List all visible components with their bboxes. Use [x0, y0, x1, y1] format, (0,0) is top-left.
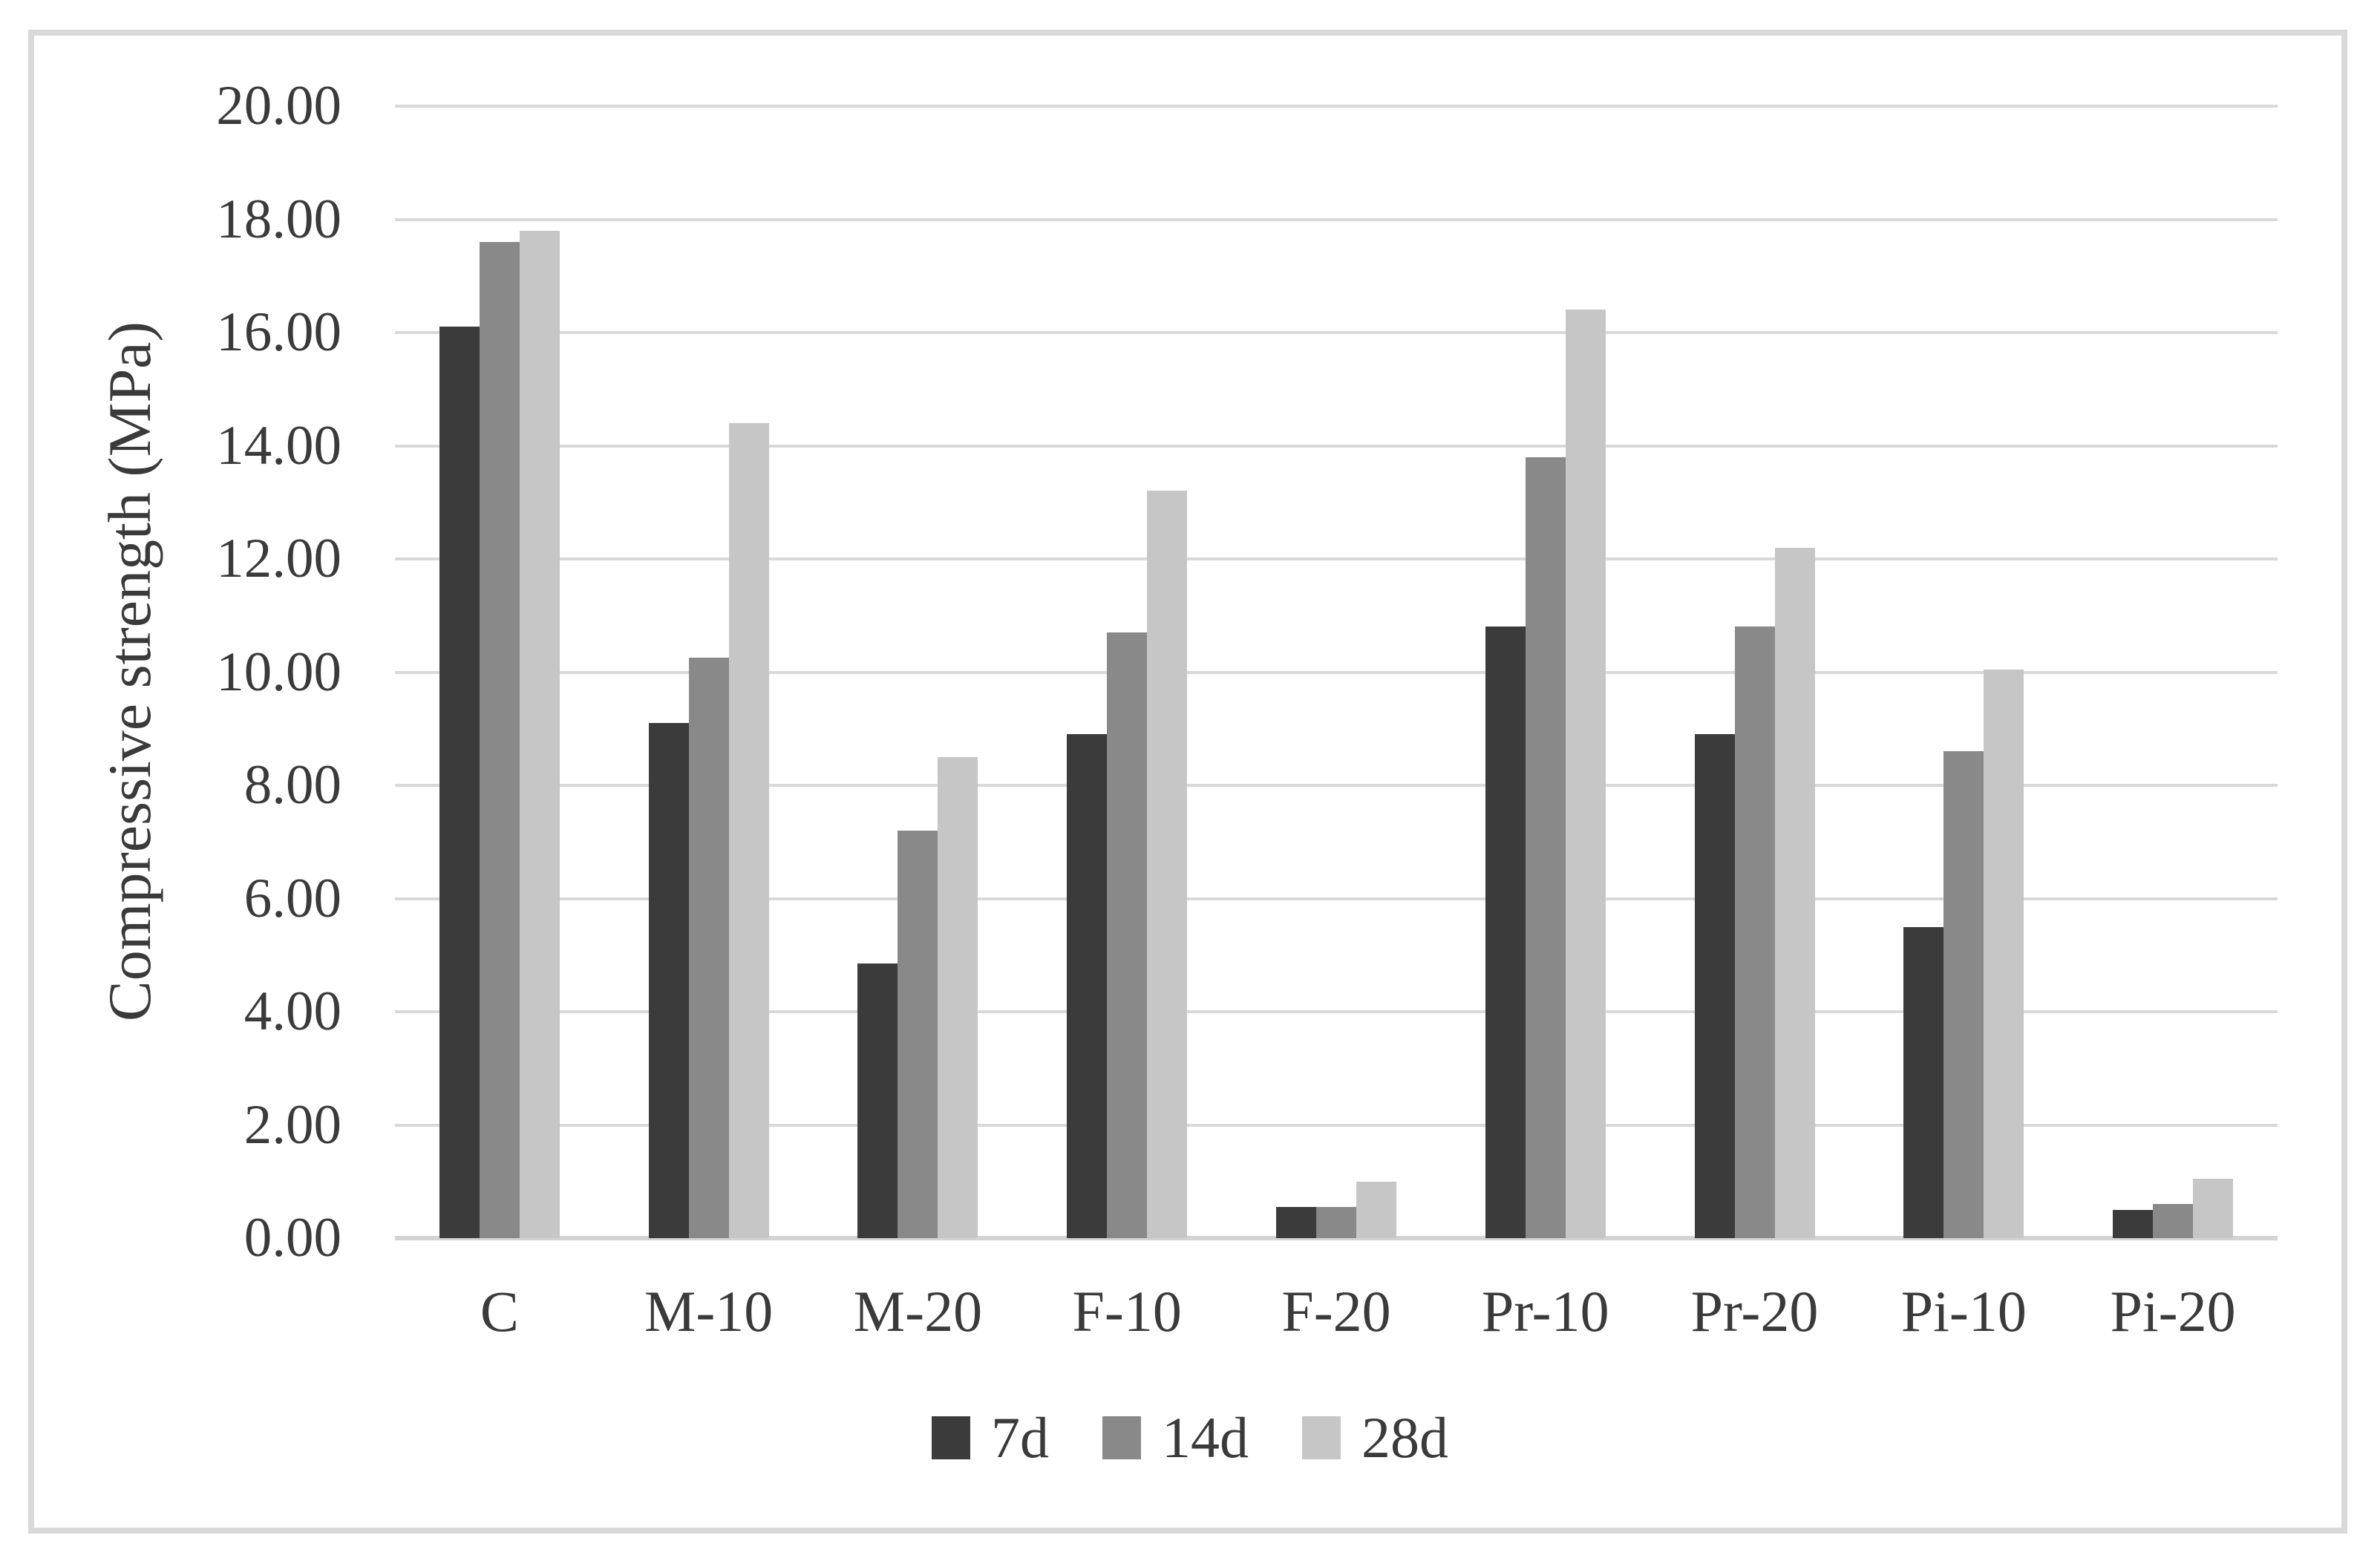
bar-F-20-7d	[1276, 1207, 1316, 1238]
bar-F-20-14d	[1316, 1207, 1356, 1238]
bar-group-Pi-20	[2113, 1179, 2234, 1238]
bar-F-20-28d	[1356, 1182, 1396, 1238]
bar-C-7d	[439, 327, 480, 1238]
bar-Pr-10-28d	[1565, 310, 1606, 1238]
y-tick-label-12.00: 12.00	[216, 528, 341, 589]
bar-C-14d	[479, 242, 520, 1238]
bar-Pi-20-14d	[2153, 1204, 2194, 1238]
x-tick-label-Pi-20: Pi-20	[2110, 1279, 2236, 1344]
gridline-14.00	[395, 444, 2278, 448]
legend-label-28d: 28d	[1361, 1405, 1448, 1470]
x-tick-label-M-20: M-20	[853, 1279, 983, 1344]
bar-M-20-7d	[857, 963, 898, 1238]
chart-legend: 7d 14d 28d	[0, 1409, 2380, 1467]
bar-group-F-10	[1067, 491, 1188, 1238]
bar-F-10-28d	[1147, 491, 1188, 1238]
bar-M-20-28d	[938, 757, 978, 1238]
bar-Pr-10-14d	[1525, 457, 1566, 1238]
bar-Pi-10-7d	[1903, 927, 1944, 1238]
y-tick-label-14.00: 14.00	[216, 414, 341, 477]
bar-group-Pr-10	[1485, 310, 1606, 1238]
x-tick-label-M-10: M-10	[644, 1279, 774, 1344]
y-tick-label-0.00: 0.00	[243, 1207, 341, 1269]
bar-group-Pi-10	[1903, 670, 2024, 1238]
bar-M-20-14d	[898, 831, 938, 1238]
x-tick-label-F-10: F-10	[1072, 1279, 1182, 1344]
gridline-4.00	[395, 1010, 2278, 1013]
legend-marker-7d	[932, 1416, 970, 1459]
bar-group-C	[439, 231, 560, 1238]
bar-group-M-20	[857, 757, 978, 1238]
y-tick-label-8.00: 8.00	[243, 754, 341, 816]
bar-M-10-14d	[688, 658, 729, 1238]
bar-Pr-20-14d	[1734, 626, 1775, 1238]
bar-Pr-10-7d	[1485, 626, 1526, 1238]
gridline-6.00	[395, 897, 2278, 900]
y-tick-label-16.00: 16.00	[216, 301, 341, 363]
legend-item-28d: 28d	[1302, 1409, 1448, 1467]
bar-C-28d	[519, 231, 560, 1238]
gridline-16.00	[395, 331, 2278, 334]
bar-Pi-10-28d	[1984, 670, 2024, 1238]
bar-F-10-7d	[1067, 734, 1108, 1238]
gridline-18.00	[395, 217, 2278, 221]
chart-border	[28, 30, 2347, 1534]
legend-item-14d: 14d	[1102, 1409, 1249, 1467]
y-tick-label-18.00: 18.00	[216, 188, 341, 250]
bar-Pi-10-14d	[1943, 751, 1984, 1238]
gridline-2.00	[395, 1123, 2278, 1127]
x-tick-label-Pr-20: Pr-20	[1690, 1279, 1819, 1344]
y-tick-label-10.00: 10.00	[216, 641, 341, 703]
legend-item-7d: 7d	[932, 1409, 1049, 1467]
x-tick-label-F-20: F-20	[1281, 1279, 1391, 1344]
legend-marker-14d	[1102, 1416, 1141, 1459]
bar-Pr-20-7d	[1694, 734, 1735, 1238]
x-axis-line	[395, 1236, 2278, 1240]
gridline-20.00	[395, 105, 2278, 108]
gridline-12.00	[395, 557, 2278, 560]
legend-marker-28d	[1302, 1416, 1341, 1459]
legend-label-7d: 7d	[991, 1405, 1049, 1470]
bar-M-10-28d	[728, 423, 769, 1238]
bar-Pr-20-28d	[1774, 548, 1815, 1238]
bar-F-10-14d	[1107, 632, 1148, 1238]
y-tick-label-6.00: 6.00	[243, 867, 341, 929]
bar-group-M-10	[648, 423, 769, 1238]
y-tick-label-2.00: 2.00	[243, 1093, 341, 1156]
gridline-10.00	[395, 670, 2278, 674]
bar-Pi-20-7d	[2113, 1210, 2154, 1238]
bar-group-Pr-20	[1694, 548, 1815, 1238]
bar-group-F-20	[1276, 1182, 1396, 1238]
bar-Pi-20-28d	[2193, 1179, 2234, 1238]
y-tick-label-4.00: 4.00	[243, 981, 341, 1042]
y-tick-label-20.00: 20.00	[216, 75, 341, 137]
plot-area	[395, 105, 2278, 1240]
gridline-8.00	[395, 784, 2278, 787]
x-tick-label-Pi-10: Pi-10	[1900, 1279, 2027, 1344]
x-tick-label-C: C	[480, 1279, 519, 1344]
x-tick-label-Pr-10: Pr-10	[1481, 1279, 1609, 1344]
bar-M-10-7d	[648, 723, 689, 1238]
legend-label-14d: 14d	[1162, 1405, 1249, 1470]
